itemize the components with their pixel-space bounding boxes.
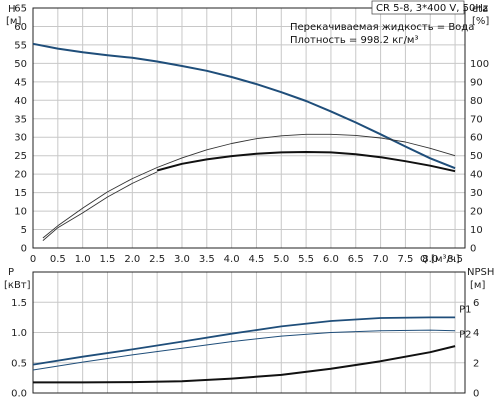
x-tick-label: 1.0	[75, 254, 91, 265]
y-left-axis-unit: [кВт]	[4, 280, 31, 291]
y-left-tick-label: 0	[21, 244, 27, 255]
x-tick-label: 4.0	[224, 254, 240, 265]
x-tick-label: 5.0	[273, 254, 289, 265]
x-tick-label: 8.0	[422, 254, 438, 265]
y-right-tick-label: 6	[473, 298, 479, 309]
y-left-axis-title: P	[8, 267, 14, 278]
bottom-plot-frame	[32, 271, 466, 394]
y-left-tick-label: 45	[14, 77, 27, 88]
y-right-tick-label: 0	[470, 244, 476, 255]
y-right-tick-label: 0	[473, 389, 479, 400]
x-tick-label: 6.5	[348, 254, 364, 265]
y-right-axis-title: NPSH	[467, 267, 494, 278]
y-right-tick-label: 2	[473, 358, 479, 369]
y-left-tick-label: 35	[14, 114, 27, 125]
x-tick-label: 4.5	[248, 254, 264, 265]
bottom-series-line-2	[32, 329, 456, 371]
series-label: P2	[459, 330, 471, 341]
y-right-tick-label: 20	[470, 207, 483, 218]
density-annotation: Плотность = 998.2 кг/м³	[290, 35, 419, 46]
y-left-tick-label: 40	[14, 96, 27, 107]
y-right-tick-label: 60	[470, 133, 483, 144]
x-tick-label: 2.5	[149, 254, 165, 265]
y-right-tick-label: 80	[470, 96, 483, 107]
x-tick-label: 2.0	[124, 254, 140, 265]
y-left-tick-label: 50	[14, 59, 27, 70]
y-left-tick-label: 25	[14, 151, 27, 162]
y-left-tick-label: 55	[14, 40, 27, 51]
y-left-tick-label: 1.5	[11, 298, 27, 309]
y-left-tick-label: 30	[14, 133, 27, 144]
y-left-tick-label: 65	[14, 4, 27, 15]
y-right-tick-label: 10	[470, 225, 483, 236]
y-right-axis-unit: [%]	[472, 16, 489, 27]
power-npsh-panel: 0.0 0.5 1.0 1.5 0 2 4 6 P [кВт] NPSH [м] P1 P2	[4, 267, 494, 400]
bottom-series-line-3	[33, 345, 456, 384]
x-axis-title: Q [м³/ч]	[420, 254, 460, 265]
x-tick-label: 6.0	[323, 254, 339, 265]
y-left-tick-label: 0.0	[11, 389, 27, 400]
y-left-tick-label: 15	[14, 188, 27, 199]
y-right-tick-label: 70	[470, 114, 483, 125]
top-series-line-4	[42, 171, 158, 241]
x-tick-label: 0.5	[50, 254, 66, 265]
top-series-line-1	[32, 42, 456, 170]
y-right-tick-label: 100	[470, 59, 489, 70]
y-right-tick-label: 50	[470, 151, 483, 162]
x-tick-label: 8.5	[447, 254, 463, 265]
x-tick-label: 3.5	[199, 254, 215, 265]
y-left-tick-label: 5	[21, 225, 27, 236]
x-tick-label: 7.0	[373, 254, 389, 265]
x-tick-label: 7.5	[397, 254, 413, 265]
x-tick-label: 3.0	[174, 254, 190, 265]
y-left-tick-label: 60	[14, 22, 27, 33]
bottom-series-line-1	[32, 316, 456, 366]
top-plot-frame	[32, 7, 466, 249]
y-left-tick-label: 20	[14, 170, 27, 181]
head-efficiency-panel: 0 5 10 15 20 25 30 35 40 45 50 55 60 65 0 10 20 30 40 50 60 7…	[6, 0, 489, 265]
x-tick-label: 0	[30, 254, 36, 265]
y-left-axis-unit: [м]	[6, 16, 21, 27]
y-right-tick-label: 4	[473, 328, 479, 339]
y-left-tick-label: 1.0	[11, 328, 27, 339]
y-right-axis-title: eta	[472, 4, 488, 15]
top-series-line-2	[156, 151, 456, 173]
x-tick-label: 1.5	[100, 254, 116, 265]
y-right-tick-label: 40	[470, 170, 483, 181]
y-right-tick-label: 90	[470, 77, 483, 88]
y-right-tick-label: 30	[470, 188, 483, 199]
y-left-axis-title: H	[8, 4, 16, 15]
chart-title-box	[371, 0, 465, 15]
x-tick-label: 5.5	[298, 254, 314, 265]
y-left-tick-label: 10	[14, 207, 27, 218]
series-label: P1	[459, 304, 471, 315]
chart-title: CR 5-8, 3*400 V, 50Hz	[376, 3, 488, 14]
y-left-tick-label: 0.5	[11, 358, 27, 369]
fluid-annotation: Перекачиваемая жидкость = Вода	[290, 22, 474, 33]
y-right-axis-unit: [м]	[470, 280, 485, 291]
top-series-line-3	[42, 133, 456, 239]
